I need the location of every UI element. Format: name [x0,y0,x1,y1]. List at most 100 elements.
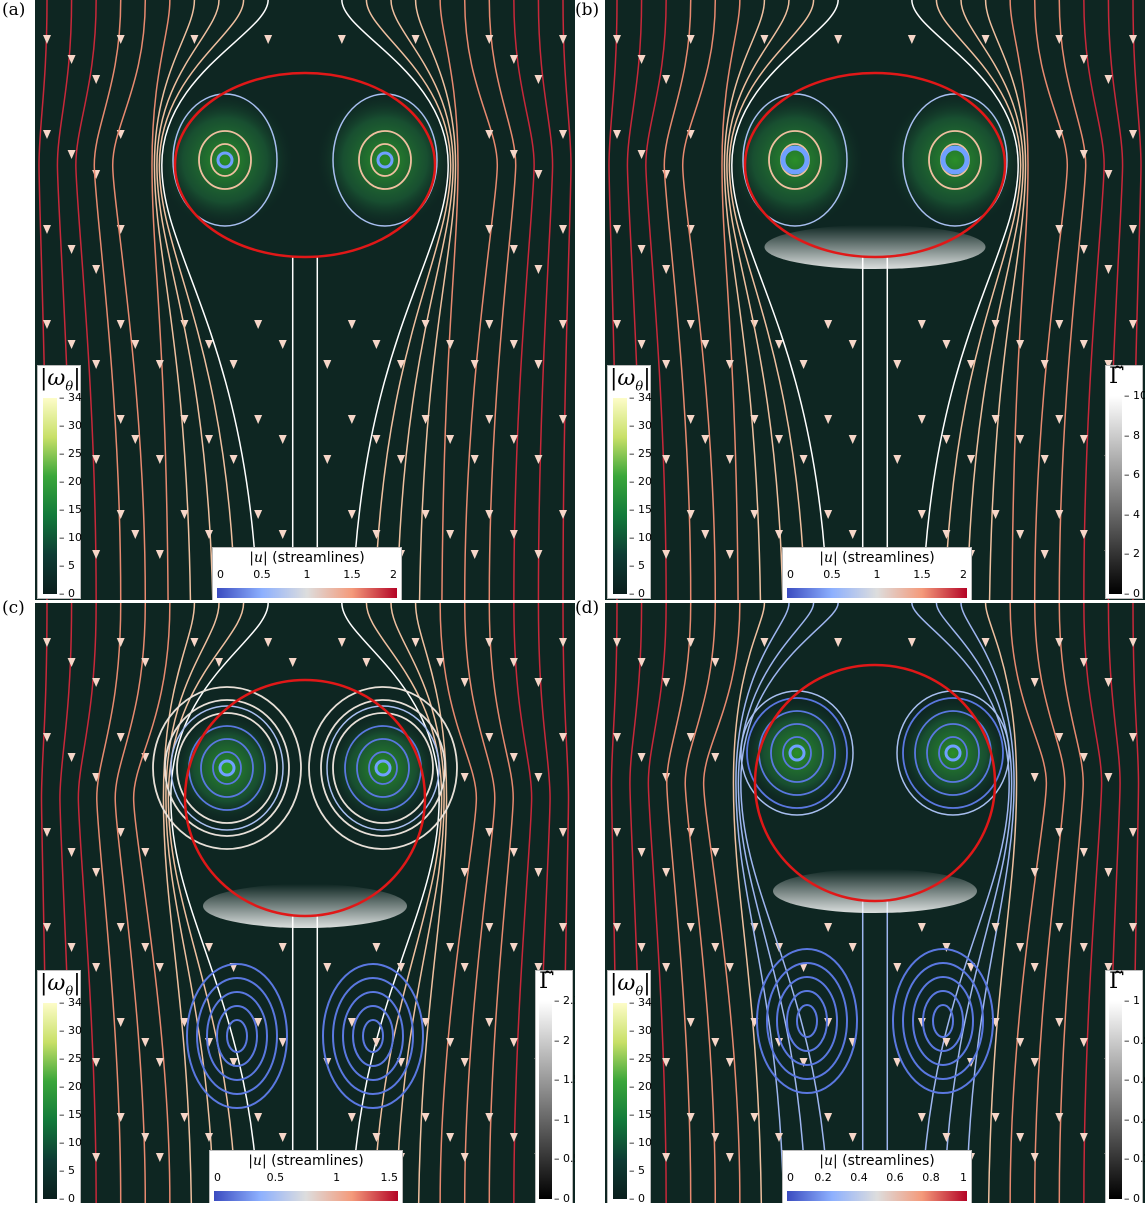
colorbar-tick: – 0.6 [1124,1073,1145,1087]
gamma-colorbar: Γ̃ – 1– 0.8– 0.6– 0.4– 0.2– 0 [1105,969,1145,1203]
streamline-arrow [942,1133,951,1142]
streamline-arrow [278,943,287,952]
streamline [726,0,790,600]
streamline-arrow [509,658,518,667]
streamline-arrow [917,320,926,329]
streamline [165,603,220,1203]
streamline-arrow [662,868,671,877]
wake-vortex-loop [756,948,858,1094]
streamline-arrow [750,510,759,519]
vortex-core-marker [216,151,234,169]
streamline-arrow [534,170,543,179]
wake-vortex-loop [796,1004,818,1038]
colorbar-tick: – 10 [629,531,652,544]
colorbar-tick: – 0.2 [1124,1152,1145,1166]
colorbar-tick: – 0 [1124,587,1140,600]
colorbar-tick: – 4 [1124,507,1140,521]
streamline-arrow [775,435,783,444]
streamline-arrow [662,1058,671,1067]
streamline-arrow [323,360,332,369]
wake-vortex-loop [362,1019,384,1053]
streamline-arrow [43,733,51,742]
recirculation-loop [928,130,982,190]
streamline-arrow [421,510,430,519]
streamline-arrow [725,963,734,972]
streamline-arrow [711,943,720,952]
wake-vortex-loop [196,977,278,1095]
vorticity-colorbar: |ωθ| – 34– 30– 25– 20– 15– 10– 5– 0 [607,970,652,1203]
streamline-arrow [288,658,297,667]
streamline-arrow [613,733,621,742]
drop-interface [173,71,437,259]
streamline-arrow [141,1133,150,1142]
streamline-arrow [559,923,567,932]
streamline-arrow [559,638,567,647]
streamline-arrow [205,340,213,349]
streamline-arrow [686,415,695,424]
vorticity-core [155,90,295,230]
streamline-arrow [509,943,518,952]
streamline-arrow [1129,130,1137,139]
streamline-arrow [372,943,381,952]
streamline-arrow [1079,658,1088,667]
streamline-arrow [43,923,51,932]
streamline-arrow [686,1018,695,1027]
streamline-arrow [834,638,843,647]
streamline-arrow [637,848,646,857]
wake-vortex-loop [186,963,288,1109]
streamline-arrow [116,733,125,742]
streamline-arrow [662,773,671,782]
streamline-arrow [613,130,621,139]
streamline [365,0,452,600]
colorbar-tick: – 30 [59,419,82,432]
streamline-arrow [229,1058,238,1067]
colorbar-tick: – 1 [1124,994,1140,1007]
streamline [1033,603,1066,1203]
streamline-arrow [559,828,567,837]
streamline-arrow [1079,848,1088,857]
streamline-arrow [917,923,926,932]
streamline-arrow [686,638,695,647]
recirculation-loop [200,738,254,798]
flow-field-d [610,603,1140,1203]
streamline-arrow [1129,828,1137,837]
streamline-arrow [917,1018,926,1027]
streamline-arrow [711,1133,720,1142]
colorbar-tick: – 30 [629,419,652,432]
vortex-core-marker [944,744,962,762]
colorbar-tick: – 0 [554,1192,570,1203]
streamline-arrow [1079,245,1088,254]
streamline-arrow [1055,1113,1064,1122]
streamline-arrow [559,415,567,424]
colorbar-tick: – 34 [59,996,82,1009]
streamline-arrow [559,35,567,44]
streamline-arrow [1079,1133,1088,1142]
streamline [463,603,496,1203]
streamline-arrow [116,828,125,837]
separatrix [740,690,854,816]
streamline-arrow [397,963,405,972]
colorbar-tick: – 0 [59,1192,75,1203]
streamline-arrow [991,1113,1000,1122]
streamline-arrow [421,1113,430,1122]
streamline-arrow [799,455,808,464]
streamline-arrow [509,340,518,349]
streamline-arrow [662,1153,671,1162]
streamline-arrow [1129,638,1137,647]
streamline-arrow [372,340,381,349]
colorbar-tick: – 0.4 [1124,1112,1145,1126]
colorbar-tick: – 0 [629,587,645,600]
streamline-arrow [264,35,273,44]
streamline-arrow [92,455,101,464]
streamline-arrow [337,638,346,647]
streamline-arrow [446,943,455,952]
streamline-arrow [141,943,150,952]
streamline-arrow [372,1133,381,1142]
streamline-arrow [92,1058,101,1067]
streamline-arrow [485,923,494,932]
colorbar-tick: – 15 [59,503,82,516]
streamline-arrow [662,170,671,179]
streamline-arrow [1079,55,1088,64]
streamline-arrow [485,225,494,234]
streamline-arrow [1016,340,1025,349]
